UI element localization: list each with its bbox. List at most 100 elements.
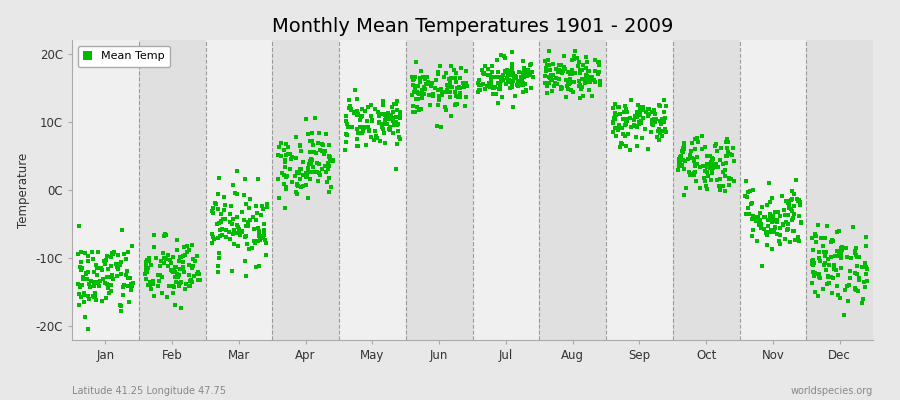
Point [494,74,508,80]
Point [125,279,140,286]
Point [364,112,378,119]
Point [413,75,428,82]
Point [106,251,121,258]
Point [112,261,127,268]
Point [238,201,253,207]
Point [630,142,644,149]
Point [780,200,795,207]
Point [431,71,446,77]
Point [411,83,426,90]
Point [673,154,688,160]
Point [699,161,714,168]
Point [635,103,650,110]
Point [689,135,704,142]
Point [484,82,499,88]
Point [772,240,787,247]
Point [382,124,397,130]
Point [233,228,248,234]
Point [516,82,530,88]
Point [644,128,658,135]
Point [168,302,183,308]
Point [682,172,697,178]
Point [630,112,644,118]
Point [212,250,226,256]
Point [353,124,367,130]
Point [808,271,823,278]
Point [382,125,396,132]
Point [411,90,426,96]
Point [122,249,136,256]
Point [165,267,179,273]
Point [140,269,154,275]
Point [206,234,220,240]
Point [572,59,586,65]
Point [724,152,739,158]
Point [627,117,642,124]
Point [788,237,802,243]
Point [619,121,634,128]
Point [320,179,334,185]
Point [507,75,521,81]
Point [373,138,387,145]
Point [86,279,101,285]
Point [698,168,712,174]
Point [304,161,319,168]
Point [364,117,379,124]
Point [312,172,327,178]
Point [840,282,854,289]
Point [373,113,387,120]
Point [251,176,266,182]
Point [153,258,167,264]
Point [778,236,793,242]
Point [630,124,644,130]
Point [851,288,866,294]
Point [554,86,569,92]
Point [204,231,219,238]
Point [471,89,485,95]
Point [653,102,668,109]
Point [230,191,245,197]
Point [244,244,258,251]
Point [213,219,228,225]
Point [170,271,184,277]
Point [758,214,772,220]
Point [519,88,534,94]
Point [73,284,87,290]
Point [214,218,229,224]
Point [842,275,857,281]
Point [638,126,652,132]
Point [306,142,320,148]
Point [619,116,634,123]
Point [496,76,510,83]
Point [440,83,454,90]
Point [826,238,841,245]
Point [453,85,467,92]
Point [619,118,634,124]
Point [655,133,670,140]
Point [753,225,768,231]
Point [408,88,422,95]
Point [631,102,645,108]
Point [852,275,867,281]
Point [820,280,834,287]
Point [408,89,422,95]
Point [745,216,760,223]
Point [760,216,775,223]
Point [806,269,820,275]
Point [751,214,765,220]
Point [545,88,560,94]
Point [296,159,310,166]
Point [675,145,689,152]
Point [832,227,846,234]
Point [754,204,769,210]
Point [453,90,467,96]
Point [770,217,784,223]
Point [632,119,646,126]
Point [341,124,356,130]
Point [624,97,638,103]
Point [652,118,667,124]
Point [688,162,702,168]
Point [591,71,606,78]
Point [548,66,562,72]
Point [372,120,386,126]
